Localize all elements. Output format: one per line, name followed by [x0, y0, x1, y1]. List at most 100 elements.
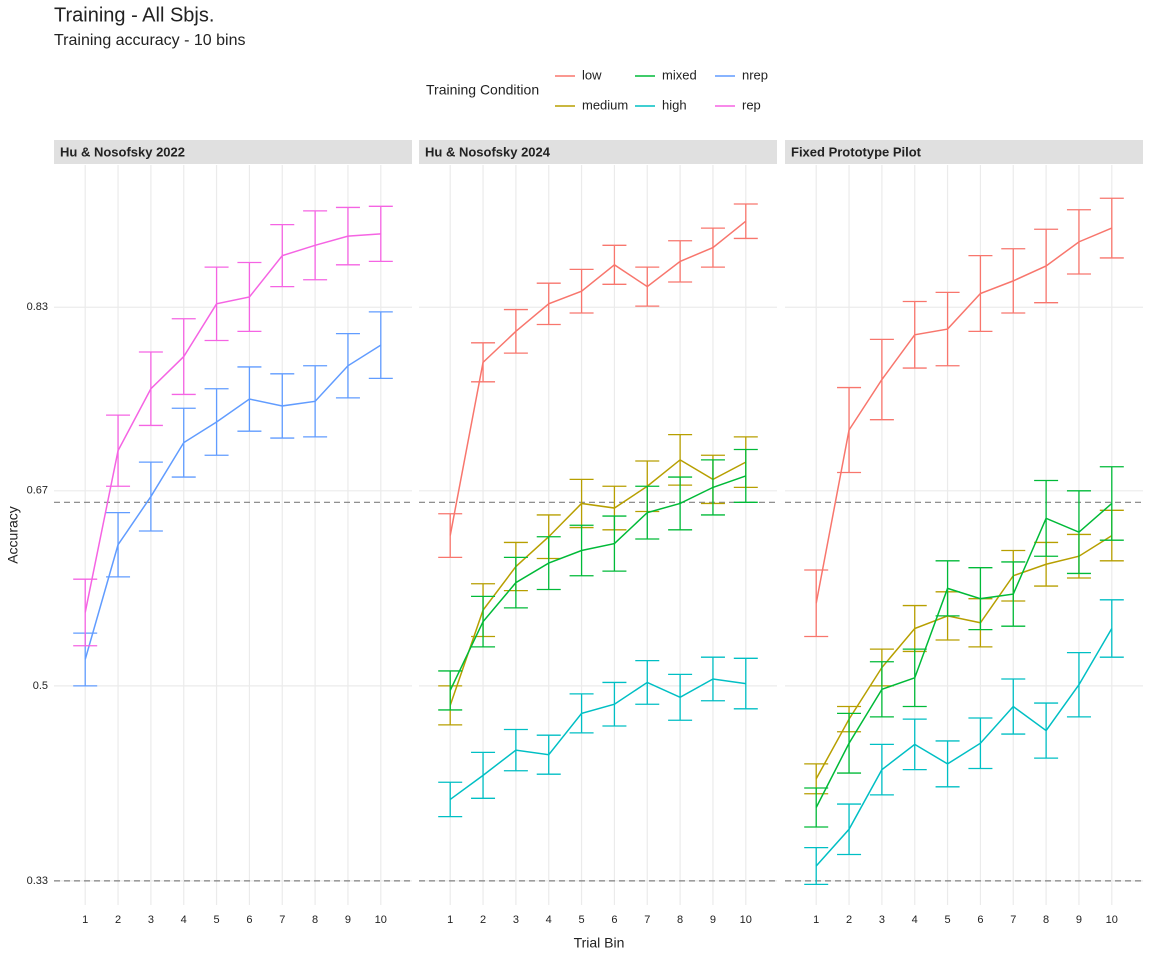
error-bar [968, 717, 993, 770]
x-tick-label: 2 [480, 914, 486, 926]
strip [54, 140, 412, 164]
error-bar [438, 513, 463, 559]
error-bar [1099, 599, 1124, 658]
x-tick-label: 3 [148, 914, 154, 926]
error-bar [733, 203, 758, 240]
error-bar [902, 648, 927, 708]
error-bar [1034, 479, 1059, 557]
error-bar [335, 333, 360, 399]
x-tick-label: 9 [345, 914, 351, 926]
legend-label: high [662, 97, 687, 112]
error-bar [204, 388, 229, 456]
error-bar [1066, 490, 1091, 575]
error-bar [138, 351, 163, 427]
x-tick-label: 10 [375, 914, 387, 926]
error-bar [204, 266, 229, 342]
legend-title: Training Condition [426, 82, 539, 98]
error-bar [635, 266, 660, 307]
error-bar [602, 681, 627, 727]
error-bar [1066, 209, 1091, 275]
error-bar [935, 291, 960, 367]
error-bar [1001, 678, 1026, 735]
error-bar [303, 365, 328, 438]
error-bar [668, 240, 693, 283]
x-tick-label: 1 [447, 914, 453, 926]
error-bar [471, 595, 496, 648]
error-bar [335, 206, 360, 266]
error-bar [733, 657, 758, 710]
x-tick-label: 7 [279, 914, 285, 926]
error-bar [303, 210, 328, 281]
chart-title: Training - All Sbjs. [54, 4, 214, 26]
error-bar [569, 693, 594, 734]
error-bar [968, 567, 993, 631]
error-bar [270, 224, 295, 288]
error-bar [73, 578, 98, 647]
series-line [815, 628, 1113, 867]
error-bar [270, 373, 295, 439]
error-bar [869, 338, 894, 421]
error-bar [668, 673, 693, 721]
series-line [449, 678, 746, 801]
x-tick-label: 5 [214, 914, 220, 926]
error-bar [635, 659, 660, 705]
chart-subtitle: Training accuracy - 10 bins [54, 32, 246, 49]
error-bar [804, 569, 829, 638]
y-tick-label: 0.67 [27, 485, 48, 497]
x-tick-label: 3 [513, 914, 519, 926]
error-bar [171, 407, 196, 478]
error-bar [503, 728, 528, 772]
series-line [815, 227, 1113, 604]
error-bar [1099, 197, 1124, 259]
error-bar [804, 787, 829, 828]
error-bar [602, 244, 627, 285]
error-bar [569, 524, 594, 577]
legend-label: nrep [742, 67, 768, 82]
error-bar [902, 300, 927, 369]
series-line [815, 502, 1113, 808]
y-axis-label: Accuracy [5, 506, 21, 564]
error-bar [503, 308, 528, 354]
series-line [815, 534, 1113, 780]
error-bar [1001, 561, 1026, 627]
x-tick-label: 4 [912, 914, 918, 926]
x-tick-label: 5 [945, 914, 951, 926]
y-tick-label: 0.5 [33, 680, 48, 692]
error-bar [1034, 702, 1059, 759]
error-bar [700, 656, 725, 702]
error-bar [536, 282, 561, 326]
strip [785, 140, 1143, 164]
strip-label: Hu & Nosofsky 2024 [425, 144, 551, 159]
x-tick-label: 1 [813, 914, 819, 926]
error-bar [138, 461, 163, 532]
y-tick-label: 0.33 [27, 875, 48, 887]
error-bar [569, 268, 594, 314]
x-axis-label: Trial Bin [574, 935, 625, 951]
x-tick-label: 4 [181, 914, 187, 926]
x-tick-label: 10 [1106, 914, 1118, 926]
x-tick-label: 2 [115, 914, 121, 926]
error-bar [804, 846, 829, 885]
error-bar [635, 485, 660, 540]
x-tick-label: 9 [1076, 914, 1082, 926]
error-bar [536, 536, 561, 591]
error-bar [869, 661, 894, 718]
error-bar [1034, 228, 1059, 304]
x-tick-label: 9 [710, 914, 716, 926]
x-tick-label: 4 [546, 914, 552, 926]
series-line [449, 475, 747, 691]
x-tick-label: 8 [677, 914, 683, 926]
error-bar [1066, 651, 1091, 718]
legend-label: mixed [662, 67, 697, 82]
legend-label: low [582, 67, 602, 82]
error-bar [935, 560, 960, 617]
error-bar [237, 366, 262, 432]
y-tick-label: 0.83 [27, 301, 48, 313]
error-bar [902, 718, 927, 771]
error-bar [968, 254, 993, 333]
error-bar [869, 743, 894, 796]
error-bar [837, 386, 862, 474]
strip-label: Fixed Prototype Pilot [791, 144, 922, 159]
x-tick-label: 6 [977, 914, 983, 926]
